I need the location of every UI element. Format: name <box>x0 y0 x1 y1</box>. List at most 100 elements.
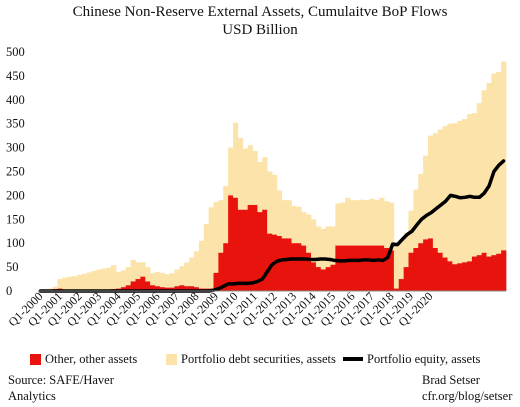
bar-other <box>301 245 307 291</box>
bar-debt <box>189 257 195 287</box>
source-line-1: Source: SAFE/Haver <box>8 373 114 387</box>
bar-debt <box>442 126 448 258</box>
bar-debt <box>52 286 58 290</box>
bar-other <box>442 257 448 291</box>
bar-other <box>257 212 263 291</box>
bar-other <box>345 245 351 291</box>
y-tick-label: 250 <box>6 165 25 179</box>
bar-debt <box>184 262 190 287</box>
bar-debt <box>437 129 443 253</box>
bar-other <box>228 195 234 291</box>
bar-debt <box>203 224 209 289</box>
bar-other <box>242 209 248 291</box>
bar-debt <box>272 174 278 235</box>
bar-other <box>447 261 453 291</box>
bar-debt <box>369 198 375 246</box>
bar-debt <box>350 200 356 246</box>
bar-other <box>457 263 463 291</box>
bar-other <box>174 286 180 291</box>
bar-debt <box>247 145 253 205</box>
bar-other <box>350 245 356 291</box>
bar-other <box>247 204 253 291</box>
bar-other <box>486 256 492 291</box>
bar-debt <box>428 135 434 239</box>
y-tick-label: 500 <box>6 45 25 59</box>
bar-other <box>325 267 331 291</box>
bar-debt <box>233 122 239 198</box>
legend-swatch-debt <box>166 353 177 365</box>
bar-debt <box>281 200 287 239</box>
bar-other <box>140 276 146 291</box>
bar-other <box>335 245 341 291</box>
bar-debt <box>423 155 429 240</box>
bar-other <box>437 252 443 291</box>
bar-other <box>418 243 424 291</box>
bar-debt <box>267 171 273 234</box>
bar-other <box>369 245 375 291</box>
bar-debt <box>389 202 395 251</box>
bar-debt <box>306 214 312 253</box>
bar-other <box>315 267 322 291</box>
chart-title: Chinese Non-Reserve External Assets, Cum… <box>72 4 448 20</box>
bar-debt <box>467 114 473 262</box>
bar-other <box>233 197 239 291</box>
bar-debt <box>62 277 68 290</box>
legend-item-debt: Portfolio debt securities, assets <box>166 352 336 366</box>
bar-debt <box>340 202 346 246</box>
bar-other <box>364 245 370 291</box>
bar-debt <box>140 262 146 277</box>
bar-other <box>398 279 404 291</box>
bar-debt <box>345 197 351 246</box>
bar-debt <box>194 251 200 288</box>
bar-debt <box>101 268 107 291</box>
y-tick-label: 350 <box>6 117 25 131</box>
bar-other <box>218 252 224 291</box>
bar-debt <box>354 200 361 246</box>
bar-other <box>423 239 429 291</box>
bar-debt <box>447 123 453 262</box>
bar-debt <box>491 73 497 256</box>
bar-debt <box>262 157 268 210</box>
legend-label-other: Other, other assets <box>45 351 138 366</box>
bar-debt <box>325 226 331 268</box>
bar-debt <box>330 226 336 265</box>
bar-debt <box>457 120 463 264</box>
bar-debt <box>286 200 292 239</box>
bar-debt <box>481 90 487 253</box>
chart-plot: 050100150200250300350400450500Q1-2000Q1-… <box>5 45 507 329</box>
bar-debt <box>418 173 424 244</box>
legend-label-debt: Portfolio debt securities, assets <box>181 351 336 366</box>
bar-other <box>159 287 166 291</box>
bar-other <box>403 267 409 291</box>
bar-other <box>471 256 478 291</box>
bar-debt <box>106 267 112 290</box>
source-line-2: Analytics <box>8 389 56 403</box>
legend-label-equity: Portfolio equity, assets <box>367 351 481 366</box>
y-tick-label: 200 <box>6 188 25 202</box>
bar-debt <box>501 61 507 251</box>
bar-debt <box>116 271 122 289</box>
bar-debt <box>164 274 170 288</box>
bar-other <box>379 245 385 291</box>
bar-debt <box>364 200 370 246</box>
bar-debt <box>471 113 478 257</box>
y-tick-label: 450 <box>6 69 25 83</box>
bar-debt <box>432 133 439 248</box>
bar-debt <box>155 271 161 287</box>
bar-other <box>194 287 200 291</box>
bar-other <box>413 247 419 291</box>
bar-debt <box>398 239 404 280</box>
bar-debt <box>81 273 88 291</box>
bar-other <box>340 245 346 291</box>
bar-debt <box>452 123 458 265</box>
bar-debt <box>218 200 224 253</box>
bar-debt <box>150 273 156 286</box>
bar-debt <box>320 228 326 270</box>
bar-debt <box>257 161 263 213</box>
bar-debt <box>91 270 97 291</box>
bar-other <box>320 269 326 291</box>
bar-other <box>155 286 161 291</box>
bar-other <box>145 281 151 291</box>
bar-debt <box>208 207 214 289</box>
bar-debt <box>67 276 73 290</box>
